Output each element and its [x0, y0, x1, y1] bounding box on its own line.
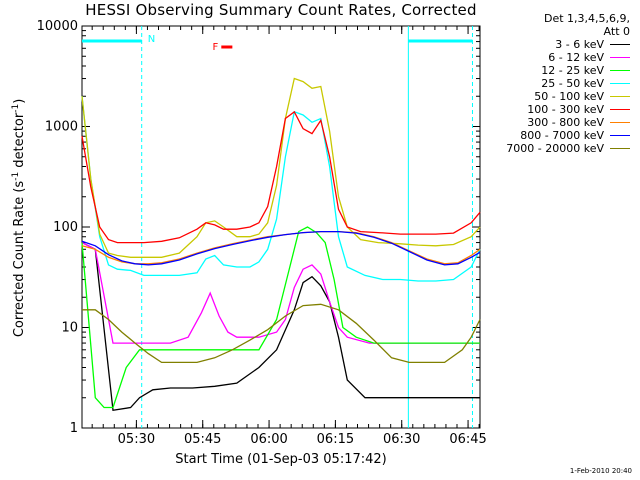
plot-frame: [81, 25, 481, 429]
legend-item: 12 - 25 keV: [486, 64, 636, 77]
x-tick-label: 05:30: [118, 432, 155, 447]
legend-item: 6 - 12 keV: [486, 51, 636, 64]
legend-item-label: 12 - 25 keV: [541, 64, 604, 77]
legend-item-label: 100 - 300 keV: [527, 103, 604, 116]
legend-item: 100 - 300 keV: [486, 103, 636, 116]
y-tick-label: 1: [70, 421, 78, 436]
legend-item-label: 50 - 100 keV: [534, 90, 604, 103]
series-line-5: [81, 77, 481, 258]
legend-item-label: 25 - 50 keV: [541, 77, 604, 90]
flare-label: F: [212, 42, 218, 53]
series-line-4: [81, 96, 481, 282]
legend-item: 300 - 800 keV: [486, 116, 636, 129]
legend-swatch: [610, 95, 630, 98]
y-tick-label: 100: [53, 220, 78, 235]
legend-item-label: 7000 - 20000 keV: [506, 142, 604, 155]
legend-swatch: [610, 147, 630, 150]
y-axis-label-sup: -1: [10, 171, 21, 181]
chart-title: HESSI Observing Summary Count Rates, Cor…: [85, 1, 477, 19]
series-line-3: [81, 226, 480, 409]
series-line-1: [81, 242, 480, 412]
x-tick-label: 06:45: [449, 432, 486, 447]
legend-item-label: 6 - 12 keV: [548, 51, 604, 64]
legend-item-label: 800 - 7000 keV: [520, 129, 604, 142]
legend-swatch: [610, 121, 630, 124]
generation-timestamp: 1-Feb-2010 20:40: [569, 467, 632, 475]
legend-item-label: 300 - 800 keV: [527, 116, 604, 129]
legend-swatch: [610, 134, 630, 137]
chart-legend: Det 1,3,4,5,6,9, Att 0 3 - 6 keV 6 - 12 k…: [486, 12, 636, 155]
y-axis-label-part: detector: [12, 112, 28, 172]
legend-swatch: [610, 82, 630, 85]
legend-item: 3 - 6 keV: [486, 38, 636, 51]
y-tick-label: 1000: [45, 120, 78, 135]
legend-item-label: 3 - 6 keV: [555, 38, 604, 51]
legend-item: 800 - 7000 keV: [486, 129, 636, 142]
y-tick-label: 10000: [37, 19, 78, 34]
legend-item: 7000 - 20000 keV: [486, 142, 636, 155]
series-line-8: [81, 230, 481, 266]
legend-header-line-1: Det 1,3,4,5,6,9,: [543, 12, 630, 25]
legend-item: 50 - 100 keV: [486, 90, 636, 103]
x-tick-label: 05:45: [184, 432, 221, 447]
x-tick-label: 06:15: [317, 432, 354, 447]
y-axis-label-part: Corrected Count Rate (s: [12, 180, 28, 338]
y-axis-label-sup: -1: [10, 103, 21, 113]
legend-swatch: [610, 108, 630, 111]
series-line-9: [82, 303, 481, 364]
x-tick-label: 06:00: [250, 432, 287, 447]
x-tick-label: 06:30: [383, 432, 420, 447]
legend-header-line-2: Att 0: [603, 25, 630, 38]
legend-swatch: [610, 69, 630, 72]
y-axis-label: Corrected Count Rate (s-1 detector-1): [10, 99, 28, 338]
series-line-6: [81, 110, 481, 244]
y-axis-label-part: ): [12, 98, 28, 104]
night-label: N: [148, 34, 155, 45]
legend-swatch: [610, 43, 630, 46]
x-axis-label: Start Time (01-Sep-03 05:17:42): [175, 452, 387, 467]
y-tick-label: 10: [61, 321, 78, 336]
legend-rows: 3 - 6 keV 6 - 12 keV 12 - 25 keV 25 - 50 ke…: [486, 38, 636, 155]
legend-swatch: [610, 56, 630, 59]
legend-item: 25 - 50 keV: [486, 77, 636, 90]
